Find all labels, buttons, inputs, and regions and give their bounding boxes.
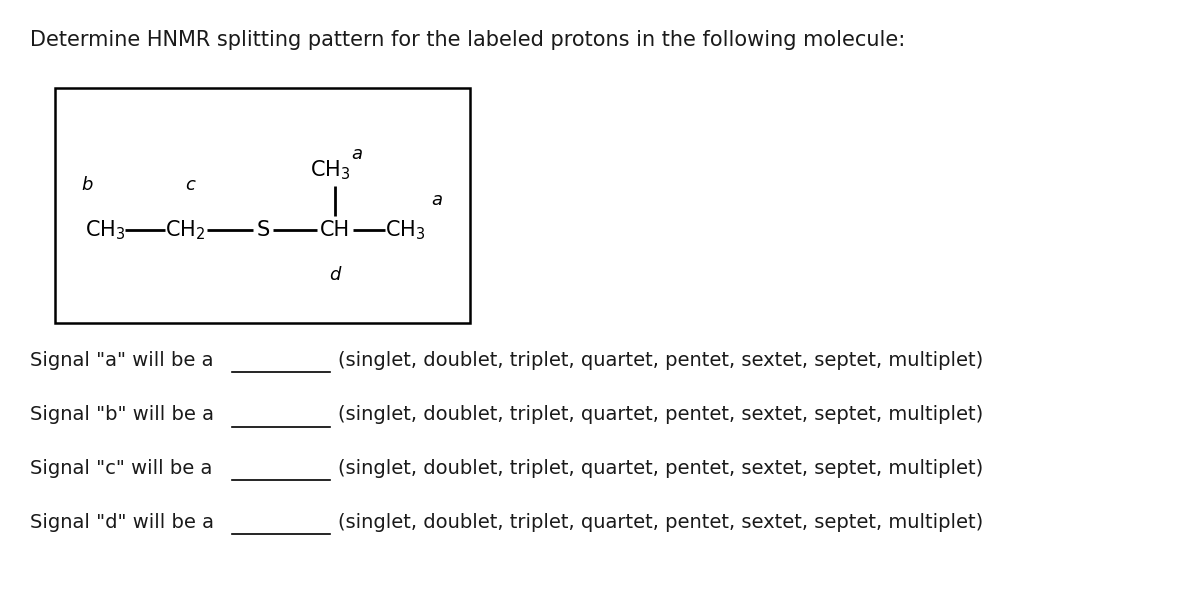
Text: Signal "d" will be a: Signal "d" will be a <box>30 512 214 531</box>
Text: Signal "b" will be a: Signal "b" will be a <box>30 406 214 424</box>
Text: Signal "a" will be a: Signal "a" will be a <box>30 351 213 370</box>
Text: c: c <box>186 176 195 194</box>
Text: (singlet, doublet, triplet, quartet, pentet, sextet, septet, multiplet): (singlet, doublet, triplet, quartet, pen… <box>338 406 983 424</box>
Text: S: S <box>256 220 269 240</box>
Text: CH$_3$: CH$_3$ <box>85 218 126 242</box>
Text: Determine HNMR splitting pattern for the labeled protons in the following molecu: Determine HNMR splitting pattern for the… <box>30 30 905 50</box>
Text: CH: CH <box>320 220 350 240</box>
Text: CH$_3$: CH$_3$ <box>310 158 351 182</box>
Text: CH$_3$: CH$_3$ <box>384 218 425 242</box>
Text: Signal "c" will be a: Signal "c" will be a <box>30 459 212 478</box>
Text: d: d <box>329 266 341 284</box>
Bar <box>55 88 470 323</box>
Text: (singlet, doublet, triplet, quartet, pentet, sextet, septet, multiplet): (singlet, doublet, triplet, quartet, pen… <box>338 351 983 370</box>
Text: a: a <box>352 145 363 163</box>
Text: (singlet, doublet, triplet, quartet, pentet, sextet, septet, multiplet): (singlet, doublet, triplet, quartet, pen… <box>338 459 983 478</box>
Text: a: a <box>431 191 443 209</box>
Text: CH$_2$: CH$_2$ <box>165 218 205 242</box>
Text: (singlet, doublet, triplet, quartet, pentet, sextet, septet, multiplet): (singlet, doublet, triplet, quartet, pen… <box>338 512 983 531</box>
Text: b: b <box>81 176 92 194</box>
